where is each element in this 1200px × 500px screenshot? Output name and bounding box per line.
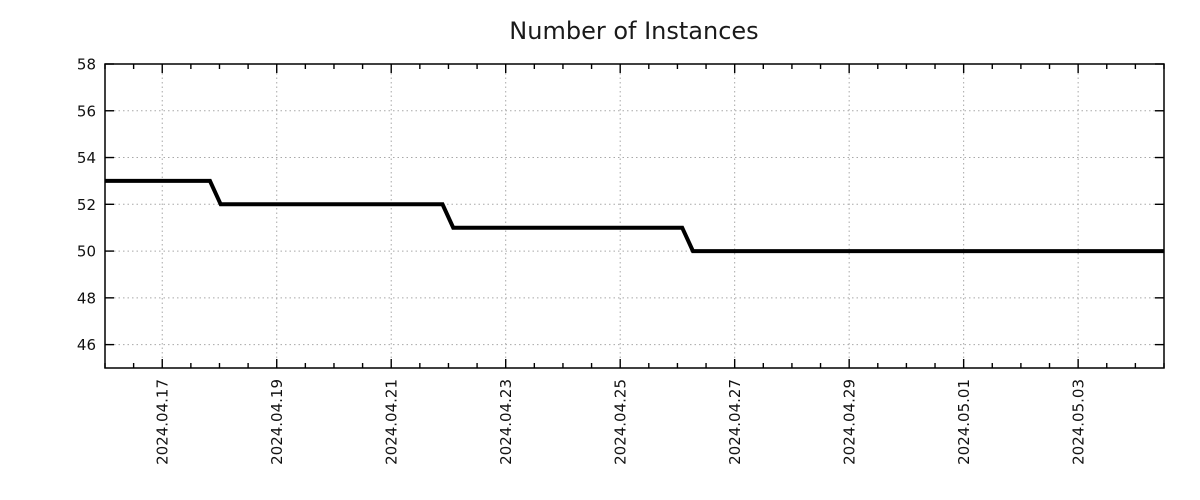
y-tick-label: 58 xyxy=(77,56,96,74)
x-tick-label: 2024.04.17 xyxy=(154,379,172,465)
x-tick-label: 2024.04.25 xyxy=(612,379,630,465)
axes xyxy=(104,63,1165,369)
grid-lines xyxy=(105,63,1164,368)
tick-labels: 46 48 50 52 54 56 58 2024.04.17 2024.04.19 2024.0… xyxy=(77,56,1088,465)
x-tick-label: 2024.04.29 xyxy=(841,379,859,465)
x-tick-label: 2024.05.01 xyxy=(955,379,973,465)
chart-title: Number of Instances xyxy=(509,17,758,45)
instances-step-line xyxy=(105,178,1164,254)
x-tick-label: 2024.04.21 xyxy=(383,379,401,465)
x-tick-label: 2024.05.03 xyxy=(1070,379,1088,465)
data-series xyxy=(105,178,1164,254)
y-tick-label: 52 xyxy=(77,196,96,214)
x-tick-label: 2024.04.19 xyxy=(268,379,286,465)
x-tick-label: 2024.04.23 xyxy=(497,379,515,465)
y-tick-label: 56 xyxy=(77,102,96,120)
y-tick-label: 46 xyxy=(77,336,96,354)
plot-border xyxy=(104,63,1165,369)
y-tick-label: 48 xyxy=(77,289,96,307)
y-tick-label: 50 xyxy=(77,243,96,261)
x-tick-label: 2024.04.27 xyxy=(726,379,744,465)
y-tick-label: 54 xyxy=(77,149,96,167)
